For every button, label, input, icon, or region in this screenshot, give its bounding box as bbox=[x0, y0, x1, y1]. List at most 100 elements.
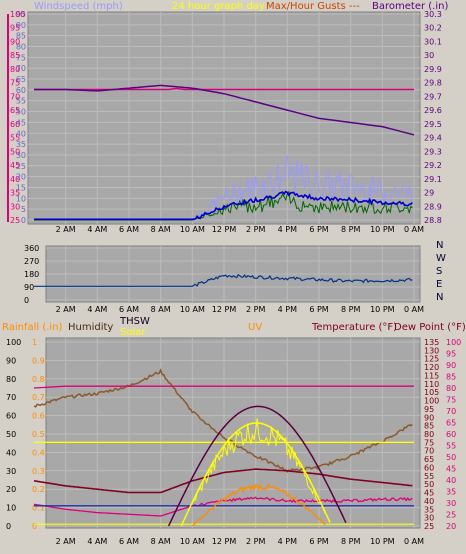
humidity-line bbox=[33, 368, 413, 473]
dewpoint-tick: 55 bbox=[446, 442, 456, 451]
dewpoint-tick: 40 bbox=[446, 476, 456, 485]
top-pink-tick: 40 bbox=[10, 175, 20, 184]
uv-label: UV bbox=[248, 322, 262, 333]
dewpoint-tick: 45 bbox=[446, 465, 456, 474]
rain-tick: 0.9 bbox=[32, 356, 45, 365]
top-pink-tick: 60 bbox=[10, 120, 20, 129]
windspeed-tick: 75 bbox=[16, 53, 26, 62]
x-tick-label: 2 PM bbox=[246, 225, 265, 234]
windspeed-tick: 5 bbox=[21, 205, 26, 214]
dewpoint-tick: 85 bbox=[446, 373, 456, 382]
windspeed-tick: 50 bbox=[16, 108, 26, 117]
x-tick-label: 4 AM bbox=[87, 537, 107, 546]
solar-envelope-line bbox=[180, 422, 331, 527]
dewpoint-tick: 80 bbox=[446, 384, 456, 393]
humidity-tick: 80 bbox=[6, 375, 16, 384]
x-tick-label: 2 AM bbox=[56, 305, 76, 314]
compass-letter: E bbox=[436, 279, 442, 290]
barometer-tick: 29 bbox=[424, 189, 434, 198]
humidity-tick: 90 bbox=[6, 356, 16, 365]
rain-tick: 0 bbox=[32, 522, 37, 531]
range-label: 24 hour graph day bbox=[172, 1, 265, 12]
temperature-tick: 50 bbox=[424, 480, 434, 489]
windspeed-tick: 65 bbox=[16, 75, 26, 84]
temperature-line bbox=[33, 468, 413, 494]
humidity-tick: 0 bbox=[6, 522, 11, 531]
direction-tick: 0 bbox=[24, 296, 29, 305]
windspeed-tick: 15 bbox=[16, 183, 26, 192]
x-tick-label: 4 PM bbox=[278, 305, 297, 314]
windspeed-tick: 0 bbox=[21, 216, 26, 225]
x-tick-label: 6 AM bbox=[119, 305, 139, 314]
temperature-tick: 135 bbox=[424, 338, 439, 347]
windspeed-tick: 40 bbox=[16, 129, 26, 138]
rain-tick: 0.8 bbox=[32, 375, 45, 384]
dewpoint-tick: 25 bbox=[446, 511, 456, 520]
humidity-tick: 30 bbox=[6, 467, 16, 476]
humidity-tick: 10 bbox=[6, 504, 16, 513]
direction-tick: 90 bbox=[24, 283, 34, 292]
humidity-tick: 100 bbox=[6, 338, 21, 347]
windspeed-label: Windspeed (mph) bbox=[34, 1, 123, 12]
x-tick-label: 8 PM bbox=[341, 305, 360, 314]
dewpoint-tick: 20 bbox=[446, 522, 456, 531]
compass-letter: N bbox=[436, 292, 443, 303]
x-tick-label: 8 AM bbox=[151, 225, 171, 234]
x-tick-label: 6 PM bbox=[309, 305, 328, 314]
x-tick-label: 10 AM bbox=[180, 537, 205, 546]
barometer-tick: 29.4 bbox=[424, 134, 442, 143]
direction-tick: 270 bbox=[24, 257, 39, 266]
x-tick-label: 10 PM bbox=[370, 537, 395, 546]
gust-label: Max/Hour Gusts --- bbox=[266, 1, 360, 12]
top-pink-tick: 45 bbox=[10, 161, 20, 170]
temperature-tick: 30 bbox=[424, 514, 434, 523]
wind-average-line bbox=[34, 190, 413, 221]
windspeed-tick: 85 bbox=[16, 32, 26, 41]
barometer-tick: 29.1 bbox=[424, 175, 442, 184]
top-pink-tick: 55 bbox=[10, 134, 20, 143]
dewpoint-tick: 70 bbox=[446, 407, 456, 416]
top-pink-tick: 70 bbox=[10, 92, 20, 101]
dewpoint-tick: 30 bbox=[446, 499, 456, 508]
barometer-tick: 30.3 bbox=[424, 10, 442, 19]
uv-line bbox=[191, 483, 326, 527]
thsw-envelope-line bbox=[167, 405, 347, 527]
windspeed-tick: 70 bbox=[16, 64, 26, 73]
temperature-tick: 130 bbox=[424, 346, 439, 355]
temperature-tick: 40 bbox=[424, 497, 434, 506]
x-tick-label: 4 AM bbox=[87, 225, 107, 234]
barometer-tick: 29.7 bbox=[424, 92, 442, 101]
dewpoint-tick: 65 bbox=[446, 419, 456, 428]
temperature-tick: 120 bbox=[424, 363, 439, 372]
temperature-tick: 45 bbox=[424, 489, 434, 498]
x-tick-label: 6 PM bbox=[309, 537, 328, 546]
barometer-tick: 29.5 bbox=[424, 120, 442, 129]
top-pink-tick: 65 bbox=[10, 106, 20, 115]
humidity-tick: 60 bbox=[6, 412, 16, 421]
humidity-tick: 50 bbox=[6, 430, 16, 439]
dewpoint-tick: 100 bbox=[446, 338, 461, 347]
barometer-tick: 30.1 bbox=[424, 37, 442, 46]
top-pink-line bbox=[34, 87, 414, 91]
x-tick-label: 12 PM bbox=[212, 305, 237, 314]
dewpoint-tick: 50 bbox=[446, 453, 456, 462]
x-tick-label: 12 PM bbox=[212, 537, 237, 546]
barometer-tick: 29.3 bbox=[424, 147, 442, 156]
x-tick-label: 2 AM bbox=[56, 537, 76, 546]
solar-line bbox=[191, 418, 326, 514]
barometer-tick: 28.9 bbox=[424, 202, 442, 211]
temperature-tick: 105 bbox=[424, 388, 439, 397]
humidity-label: Humidity bbox=[68, 322, 113, 333]
humidity-tick: 70 bbox=[6, 393, 16, 402]
dewpoint-tick: 75 bbox=[446, 396, 456, 405]
x-tick-label: 4 PM bbox=[278, 225, 297, 234]
rain-tick: 1 bbox=[32, 338, 37, 347]
top-pink-tick: 90 bbox=[10, 37, 20, 46]
temperature-tick: 90 bbox=[424, 413, 434, 422]
windspeed-tick: 55 bbox=[16, 97, 26, 106]
wind-direction-line bbox=[34, 273, 413, 288]
rain-tick: 0.4 bbox=[32, 448, 45, 457]
x-tick-label: 0 AM bbox=[404, 537, 424, 546]
humidity-tick: 20 bbox=[6, 485, 16, 494]
